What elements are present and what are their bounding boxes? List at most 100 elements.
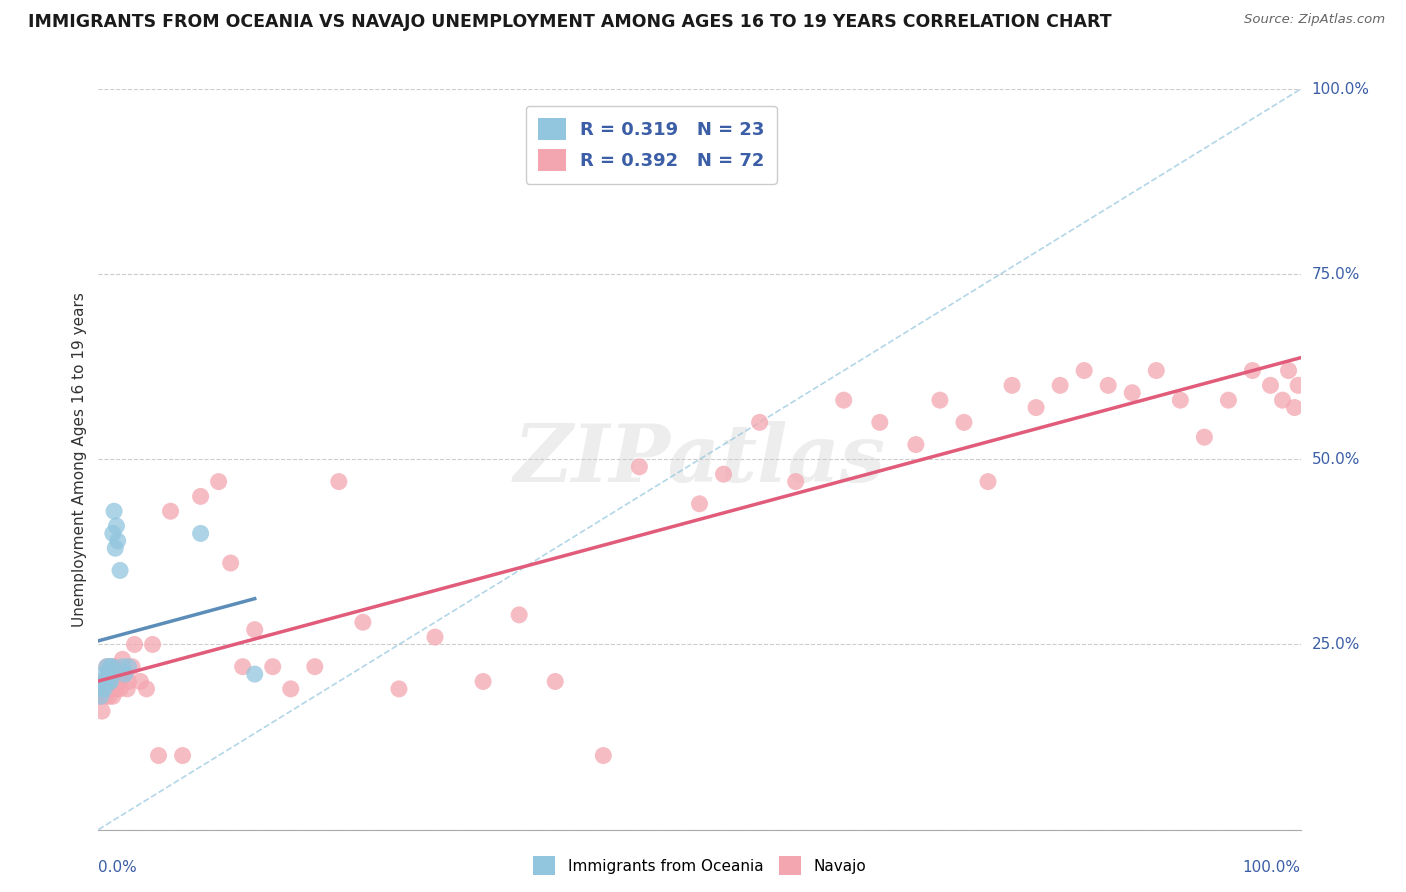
Point [190,526,212,541]
Point [508,607,530,622]
Point [107,667,129,681]
Point [953,416,976,430]
Point [1271,393,1294,408]
Text: ZIPatlas: ZIPatlas [513,421,886,498]
Point [108,674,131,689]
Point [108,564,131,578]
Text: 50.0%: 50.0% [1312,452,1360,467]
Point [101,690,124,704]
Point [100,659,122,673]
Point [90,690,112,704]
Point [124,637,146,651]
Point [1218,393,1240,408]
Point [1025,401,1047,415]
Point [93,667,115,681]
Point [94,690,117,704]
Point [832,393,855,408]
Point [114,667,136,681]
Point [111,652,134,666]
Y-axis label: Unemployment Among Ages 16 to 19 years: Unemployment Among Ages 16 to 19 years [72,292,87,627]
Text: 100.0%: 100.0% [1312,82,1369,96]
Point [104,541,127,556]
Point [114,667,136,681]
Point [1121,385,1143,400]
Point [98,674,121,689]
Point [91,674,114,689]
Point [1073,363,1095,377]
Point [208,475,231,489]
Point [748,416,770,430]
Point [1144,363,1167,377]
Legend: Immigrants from Oceania, Navajo: Immigrants from Oceania, Navajo [526,850,873,881]
Point [100,674,122,689]
Point [1170,393,1192,408]
Point [105,681,128,696]
Point [98,690,121,704]
Point [117,674,139,689]
Point [713,467,735,482]
Point [628,459,651,474]
Point [904,437,927,451]
Point [97,674,120,689]
Point [96,659,118,673]
Point [219,556,242,570]
Point [148,748,170,763]
Point [135,681,157,696]
Point [103,504,125,518]
Point [928,393,950,408]
Point [159,504,181,518]
Point [1286,378,1309,392]
Point [111,659,134,673]
Point [472,674,495,689]
Point [103,659,125,673]
Point [93,681,115,696]
Text: 75.0%: 75.0% [1312,267,1360,282]
Point [1001,378,1024,392]
Point [1284,401,1306,415]
Point [304,659,326,673]
Point [108,681,131,696]
Point [688,497,710,511]
Point [592,748,614,763]
Point [117,681,139,696]
Point [121,659,143,673]
Text: Source: ZipAtlas.com: Source: ZipAtlas.com [1244,13,1385,27]
Point [91,674,114,689]
Point [101,526,124,541]
Point [190,489,212,503]
Point [544,674,567,689]
Point [117,659,139,673]
Point [97,667,120,681]
Point [129,674,152,689]
Point [93,681,115,696]
Point [141,637,163,651]
Point [423,630,446,644]
Text: 100.0%: 100.0% [1243,860,1301,875]
Point [90,690,112,704]
Point [262,659,284,673]
Point [104,674,127,689]
Point [91,704,114,718]
Point [96,659,118,673]
Point [280,681,302,696]
Point [388,681,411,696]
Point [100,674,122,689]
Point [1241,363,1264,377]
Point [232,659,254,673]
Point [105,519,128,533]
Point [869,416,891,430]
Point [1277,363,1299,377]
Point [1097,378,1119,392]
Point [172,748,194,763]
Point [328,475,350,489]
Text: IMMIGRANTS FROM OCEANIA VS NAVAJO UNEMPLOYMENT AMONG AGES 16 TO 19 YEARS CORRELA: IMMIGRANTS FROM OCEANIA VS NAVAJO UNEMPL… [28,13,1112,31]
Point [977,475,1000,489]
Point [352,615,374,630]
Point [785,475,807,489]
Point [100,659,122,673]
Point [100,659,122,673]
Point [243,667,266,681]
Point [1049,378,1071,392]
Point [1260,378,1282,392]
Point [1194,430,1216,444]
